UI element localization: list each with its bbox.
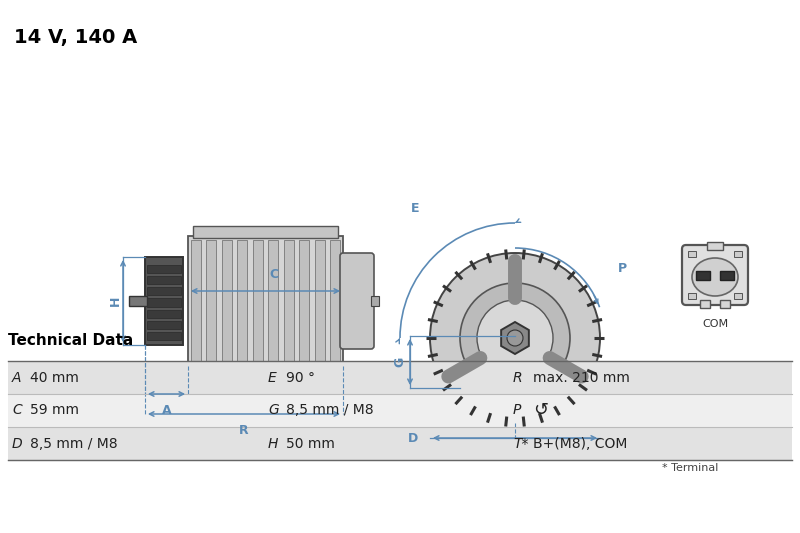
Circle shape [460, 283, 570, 393]
Bar [147, 332, 181, 340]
Bar [206, 240, 217, 362]
Circle shape [510, 260, 520, 270]
Text: 8,5 mm / M8: 8,5 mm / M8 [286, 403, 374, 417]
Bar [688, 251, 696, 257]
Bar [371, 296, 379, 306]
Bar [222, 240, 232, 362]
Bar [147, 287, 181, 295]
Text: P: P [513, 403, 522, 417]
Text: C: C [269, 268, 278, 281]
Text: E: E [410, 202, 419, 215]
Text: D: D [408, 432, 418, 445]
Bar [295, 366, 323, 401]
Text: C: C [12, 403, 22, 417]
Bar [147, 298, 181, 306]
Text: ↺: ↺ [533, 401, 548, 419]
Bar [193, 226, 338, 238]
Bar [147, 265, 181, 273]
Bar [688, 293, 696, 299]
Bar [147, 276, 181, 284]
Polygon shape [501, 322, 529, 354]
Bar [734, 293, 742, 299]
Bar [191, 240, 201, 362]
Text: D: D [12, 437, 22, 450]
Bar [8, 361, 792, 394]
Bar [8, 427, 792, 460]
Circle shape [446, 369, 457, 379]
Circle shape [574, 369, 583, 379]
Bar [299, 240, 309, 362]
Bar [147, 310, 181, 318]
Text: Technical Data: Technical Data [8, 333, 134, 348]
Text: * Terminal: * Terminal [662, 463, 718, 473]
Text: COM: COM [702, 319, 728, 329]
Bar [284, 240, 294, 362]
Bar [147, 321, 181, 329]
Text: B+(M8), COM: B+(M8), COM [533, 437, 627, 450]
Text: H: H [268, 437, 278, 450]
Text: 8,5 mm / M8: 8,5 mm / M8 [30, 437, 118, 450]
Text: 40 mm: 40 mm [30, 370, 79, 384]
Text: G: G [394, 357, 406, 367]
Bar [330, 240, 340, 362]
FancyBboxPatch shape [682, 245, 748, 305]
Text: R: R [239, 424, 249, 437]
Bar [268, 240, 278, 362]
Text: P: P [618, 262, 627, 274]
FancyBboxPatch shape [340, 253, 374, 349]
Bar [253, 240, 262, 362]
Bar [734, 251, 742, 257]
Text: A: A [162, 404, 171, 417]
Text: 14 V, 140 A: 14 V, 140 A [14, 28, 138, 47]
Ellipse shape [692, 258, 738, 296]
Bar [8, 394, 792, 427]
Text: 50 mm: 50 mm [286, 437, 335, 450]
Bar [206, 366, 234, 401]
Bar [720, 300, 730, 308]
Circle shape [430, 253, 600, 423]
Text: 59 mm: 59 mm [30, 403, 79, 417]
Bar [707, 242, 723, 250]
Circle shape [477, 300, 553, 376]
Text: E: E [268, 370, 277, 384]
Text: H: H [109, 296, 122, 306]
Bar [700, 300, 710, 308]
Bar [314, 240, 325, 362]
Bar [696, 271, 710, 280]
Circle shape [507, 330, 523, 346]
Text: max. 210 mm: max. 210 mm [533, 370, 630, 384]
Bar [145, 257, 183, 345]
Text: T*: T* [513, 437, 529, 450]
Text: 90 °: 90 ° [286, 370, 315, 384]
FancyBboxPatch shape [188, 236, 343, 366]
Text: G: G [268, 403, 278, 417]
Text: A: A [12, 370, 22, 384]
Bar [720, 271, 734, 280]
Bar [238, 240, 247, 362]
Bar [129, 296, 147, 306]
Text: R: R [513, 370, 522, 384]
